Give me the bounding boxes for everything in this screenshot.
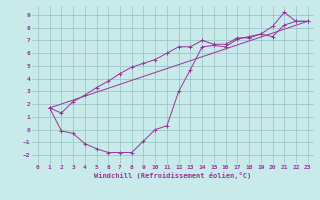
X-axis label: Windchill (Refroidissement éolien,°C): Windchill (Refroidissement éolien,°C) [94,172,252,179]
